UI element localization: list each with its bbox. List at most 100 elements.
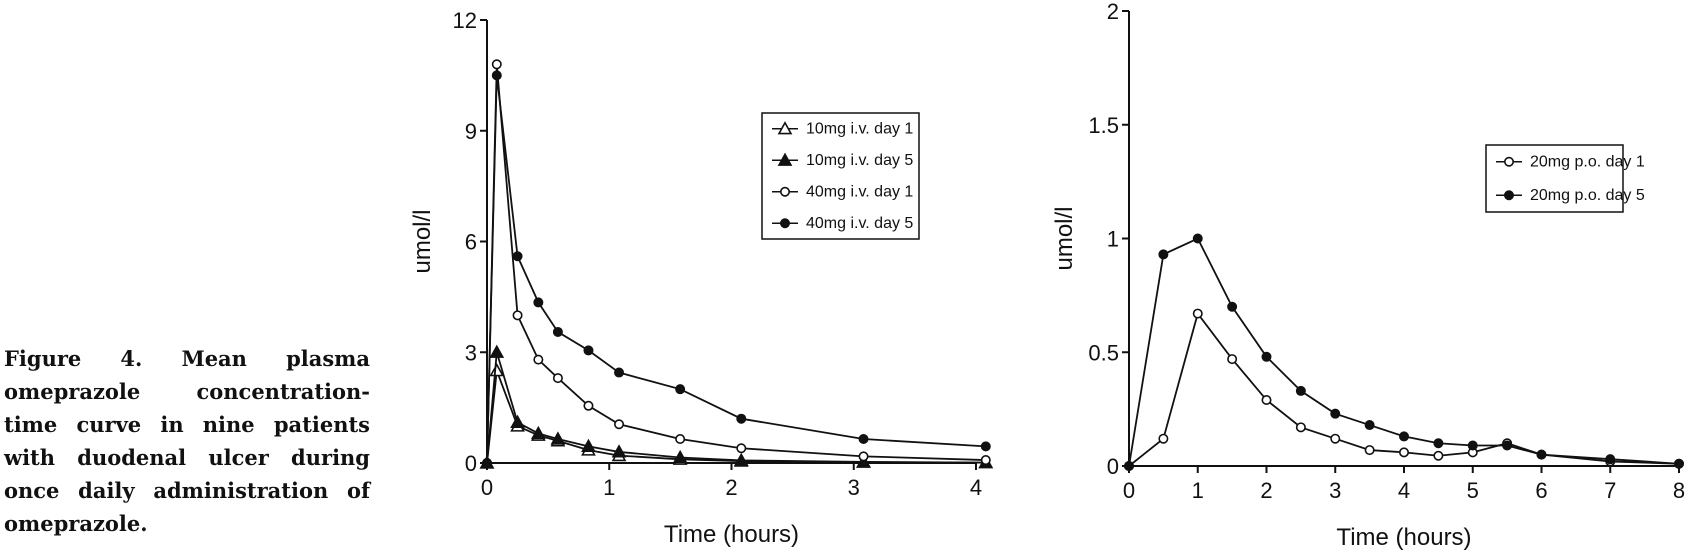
data-point [1674, 458, 1685, 469]
data-point [858, 451, 869, 462]
legend-marker [777, 152, 793, 166]
legend-marker [777, 121, 793, 135]
legend: 20mg p.o. day 1 20mg p.o. day 5 [1485, 144, 1645, 213]
x-tick-label: 6 [1535, 478, 1547, 503]
figure-caption: Figure 4. Mean plasma omeprazole concent… [4, 346, 370, 536]
x-tick-label: 4 [970, 475, 982, 500]
data-point [583, 345, 594, 356]
x-tick-label: 0 [1123, 478, 1135, 503]
y-tick-label: 0 [1107, 454, 1119, 479]
data-point [675, 384, 686, 395]
data-point [489, 363, 505, 377]
x-tick-label: 5 [1467, 478, 1479, 503]
data-point [1158, 433, 1169, 444]
x-tick-label: 8 [1673, 478, 1685, 503]
data-point [533, 297, 544, 308]
data-point [1502, 440, 1513, 451]
series-1 [479, 344, 994, 469]
data-point [552, 326, 563, 337]
data-point [1261, 351, 1272, 362]
data-point [736, 443, 747, 454]
data-point [1192, 308, 1203, 319]
data-point [1261, 395, 1272, 406]
x-tick-label: 2 [1260, 478, 1272, 503]
y-tick-label: 1 [1107, 227, 1119, 252]
y-axis-label: umol/l [409, 209, 436, 273]
data-point [1227, 354, 1238, 365]
y-tick-label: 1.5 [1088, 113, 1119, 138]
data-point [1536, 449, 1547, 460]
series-line [1128, 311, 1680, 467]
data-point [1467, 440, 1478, 451]
x-tick-label: 3 [1329, 478, 1341, 503]
x-tick-label: 3 [848, 475, 860, 500]
data-point [550, 431, 566, 445]
x-tick-label: 1 [603, 475, 615, 500]
y-tick-label: 3 [465, 340, 477, 365]
data-point [583, 400, 594, 411]
data-point [533, 354, 544, 365]
y-tick-label: 0 [465, 451, 477, 476]
data-point [1295, 422, 1306, 433]
data-point [491, 59, 502, 70]
x-tick-label: 4 [1398, 478, 1410, 503]
series-1 [1124, 233, 1685, 471]
chart-oral-dosing: 0 0.5 1 1.5 2 0 1 2 3 4 5 6 7 8 Time (hours) umol/l 20mg… [1051, 0, 1685, 551]
data-point [1158, 249, 1169, 260]
data-point [581, 438, 596, 452]
x-tick-label: 1 [1192, 478, 1204, 503]
legend-marker [1504, 156, 1515, 167]
data-point [614, 367, 625, 378]
legend-label: 20mg p.o. day 1 [1530, 153, 1645, 170]
data-point [512, 310, 523, 321]
data-point [1295, 385, 1306, 396]
legend-marker [1504, 190, 1515, 201]
x-axis-label: Time (hours) [664, 521, 799, 548]
y-tick-label: 6 [465, 230, 477, 255]
y-tick-label: 12 [453, 8, 477, 33]
data-point [1399, 447, 1410, 458]
data-point [736, 413, 747, 424]
legend-marker [779, 186, 790, 197]
data-point [733, 452, 749, 467]
legend-label: 40mg i.v. day 1 [806, 183, 913, 200]
data-point [980, 455, 991, 466]
x-tick-label: 2 [725, 475, 737, 500]
data-point [1399, 431, 1410, 442]
y-tick-label: 9 [465, 119, 477, 144]
data-point [1192, 233, 1203, 244]
data-point [489, 344, 505, 358]
data-point [614, 419, 625, 430]
legend-marker [779, 218, 790, 229]
data-point [512, 251, 523, 262]
data-point [552, 373, 563, 384]
data-point [481, 457, 492, 468]
legend-label: 40mg i.v. day 5 [806, 215, 913, 232]
x-axis-label: Time (hours) [1336, 524, 1471, 551]
y-axis-label: umol/l [1051, 206, 1078, 270]
legend-label: 10mg i.v. day 1 [806, 120, 913, 137]
data-point [675, 434, 686, 445]
data-point [1330, 408, 1341, 419]
series-3 [481, 70, 991, 468]
data-point [1433, 450, 1444, 461]
legend-label: 20mg p.o. day 5 [1530, 187, 1645, 204]
data-point [1124, 460, 1135, 471]
data-point [1364, 420, 1375, 431]
data-point [1605, 454, 1616, 465]
data-point [510, 414, 525, 428]
data-point [1364, 445, 1375, 456]
legend-box [1485, 144, 1624, 213]
data-point [672, 449, 688, 464]
y-tick-label: 0.5 [1088, 340, 1119, 365]
legend: 10mg i.v. day 1 10mg i.v. day 5 40mg i.v. … [761, 112, 920, 240]
data-point [530, 425, 546, 440]
data-point [491, 70, 502, 81]
series-0 [1124, 308, 1685, 471]
x-tick-label: 7 [1604, 478, 1616, 503]
data-point [980, 441, 991, 452]
data-point [611, 444, 627, 458]
data-point [1227, 301, 1238, 312]
